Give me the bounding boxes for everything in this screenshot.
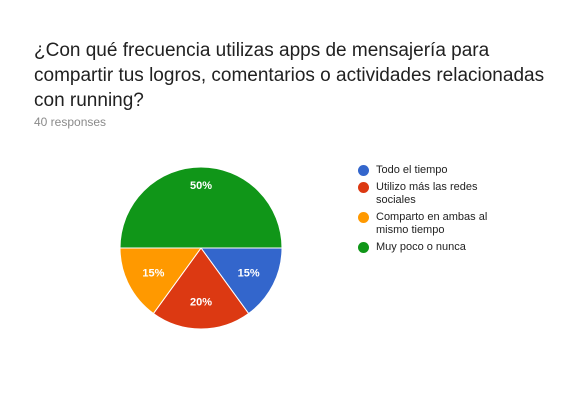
pie-slices: [119, 166, 283, 330]
legend-item: Muy poco o nunca: [358, 241, 558, 254]
legend-item: Comparto en ambas al mismo tiempo: [358, 211, 558, 237]
legend-swatch: [358, 242, 369, 253]
legend-swatch: [358, 165, 369, 176]
legend-item: Utilizo más las redes sociales: [358, 181, 558, 207]
legend-label: Utilizo más las redes sociales: [376, 181, 478, 206]
legend-label: Todo el tiempo: [376, 164, 448, 176]
pie-slice-labels: 15% 20% 15% 50%: [142, 180, 260, 309]
question-title: ¿Con qué frecuencia utilizas apps de men…: [34, 40, 545, 111]
response-count: 40 responses: [34, 115, 107, 129]
legend-label: Muy poco o nunca: [376, 241, 466, 253]
legend-item: Todo el tiempo: [358, 164, 558, 177]
pie-slice-3: [119, 247, 202, 315]
pie-slice-2: [152, 247, 250, 330]
pie-slice-1: [200, 247, 283, 315]
pie-slice-label-1: 15%: [238, 267, 260, 279]
legend-label: Comparto en ambas al mismo tiempo: [376, 211, 488, 236]
legend-swatch: [358, 212, 369, 223]
pie-slice-label-3: 15%: [142, 267, 164, 279]
chart-legend: Todo el tiempo Utilizo más las redes soci…: [358, 164, 558, 258]
pie-slice-label-2: 20%: [190, 296, 212, 308]
legend-swatch: [358, 182, 369, 193]
pie-slice-4: [119, 166, 283, 249]
pie-slice-label-4: 50%: [190, 180, 212, 192]
